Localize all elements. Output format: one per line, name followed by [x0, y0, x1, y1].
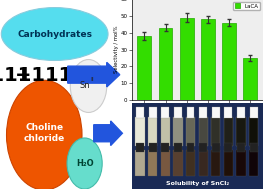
X-axis label: ChCl mass fraction / wt%: ChCl mass fraction / wt% [164, 111, 230, 116]
Bar [135, 117, 145, 146]
Bar [199, 150, 208, 176]
Text: Solubility of SnCl₂: Solubility of SnCl₂ [166, 181, 229, 186]
Bar [211, 117, 220, 146]
Bar [149, 107, 156, 119]
Bar [149, 143, 156, 152]
Bar [173, 117, 183, 146]
Bar [201, 19, 215, 100]
Circle shape [7, 80, 82, 189]
Y-axis label: Selectivity / mol%: Selectivity / mol% [114, 26, 119, 73]
Bar [161, 117, 170, 146]
Bar [148, 150, 157, 176]
Bar [250, 143, 257, 152]
Circle shape [67, 138, 102, 189]
Legend: LaCA: LaCA [233, 2, 260, 10]
Bar [211, 150, 220, 176]
Bar [212, 107, 220, 119]
Bar [187, 143, 194, 152]
Bar [187, 107, 194, 119]
Ellipse shape [1, 8, 108, 60]
Bar [159, 28, 172, 100]
Bar [199, 117, 208, 146]
Text: Sn: Sn [80, 81, 90, 91]
FancyArrow shape [68, 62, 120, 87]
Bar [250, 107, 257, 119]
Bar [173, 150, 183, 176]
Bar [222, 23, 236, 100]
Circle shape [70, 60, 107, 112]
Bar [212, 143, 220, 152]
Text: Carbohydrates: Carbohydrates [17, 29, 92, 39]
Bar [180, 18, 194, 100]
Bar [148, 117, 157, 146]
Text: II: II [90, 77, 94, 82]
Bar [224, 150, 233, 176]
Text: #111111: #111111 [0, 66, 73, 85]
Bar [199, 143, 207, 152]
Bar [236, 117, 246, 146]
Bar [225, 143, 232, 152]
Text: H₂O: H₂O [76, 159, 93, 168]
Bar [138, 36, 151, 100]
Bar [249, 117, 258, 146]
Bar [161, 150, 170, 176]
Bar [186, 150, 195, 176]
Bar [136, 143, 144, 152]
Bar [237, 143, 245, 152]
Bar [161, 143, 169, 152]
Bar [135, 150, 145, 176]
Bar [236, 150, 246, 176]
Bar [224, 117, 233, 146]
Bar [243, 58, 257, 100]
Text: +: + [15, 66, 32, 85]
Text: Choline
chloride: Choline chloride [24, 123, 65, 143]
Bar [199, 107, 207, 119]
Bar [174, 107, 182, 119]
Bar [174, 143, 182, 152]
Bar [186, 117, 195, 146]
Bar [136, 107, 144, 119]
Bar [249, 150, 258, 176]
FancyArrow shape [94, 121, 122, 146]
Bar [225, 107, 232, 119]
Bar [237, 107, 245, 119]
Bar [161, 107, 169, 119]
